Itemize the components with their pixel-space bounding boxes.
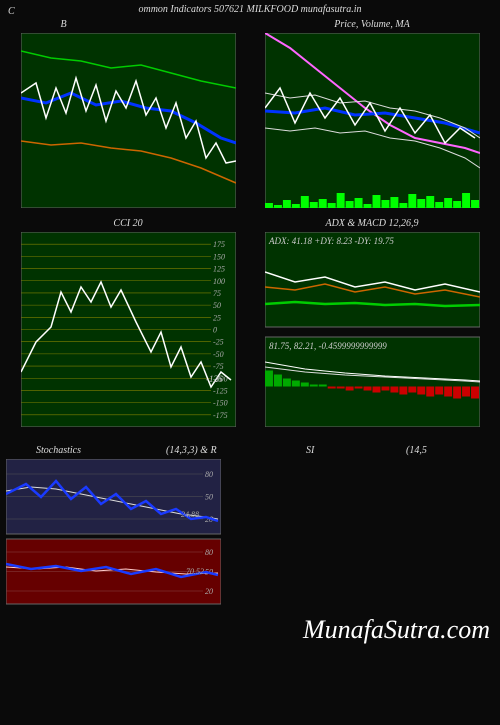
svg-text:100: 100 [213,277,225,286]
svg-text:80: 80 [205,470,213,479]
si-right: (14,5 [406,445,427,456]
stoch-title-right: (14,3,3) & R [166,445,217,456]
chart-row-3: Stochastics (14,3,3) & R SI (14,5 80 50 20… [0,445,500,609]
si-label: SI [306,445,314,456]
svg-text:-75: -75 [213,362,224,371]
svg-text:70.52: 70.52 [186,567,204,576]
stochastics-chart: 80502024.8880502070.52 [6,459,221,609]
svg-text:-126: -126 [206,374,223,384]
svg-text:80: 80 [205,548,213,557]
svg-text:-125: -125 [213,386,228,395]
svg-text:75: 75 [213,289,221,298]
chart-row-1: B Price, Volume, MA [0,19,500,208]
stoch-title-row: Stochastics (14,3,3) & R SI (14,5 [6,445,436,459]
svg-text:50: 50 [205,493,213,502]
header-title: ommon Indicators 507621 MILKFOOD munafas… [138,4,361,15]
stochastics-panel: Stochastics (14,3,3) & R SI (14,5 80 50 20… [6,445,436,609]
cci-title: CCI 20 [21,218,236,232]
stoch-title-left: Stochastics [36,445,81,456]
svg-text:-150: -150 [213,399,228,408]
svg-text:81.75, 82.21, -0.45999999999: 81.75, 82.21, -0.4599999999999 [269,341,387,351]
spacer-panel [436,445,494,609]
page-header: C ommon Indicators 507621 MILKFOOD munaf… [0,0,500,19]
svg-text:125: 125 [213,265,225,274]
svg-text:24.88: 24.88 [181,510,199,519]
svg-text:20: 20 [205,587,213,596]
svg-text:-50: -50 [213,350,224,359]
svg-text:50: 50 [213,301,221,310]
watermark-text: MunafaSutra.com [303,615,490,645]
adx-macd-title: ADX & MACD 12,26,9 [265,218,480,232]
svg-text:175: 175 [213,240,225,249]
svg-text:0: 0 [213,326,217,335]
svg-text:150: 150 [213,252,225,261]
adx-macd-panel: ADX & MACD 12,26,9 ADX: 41.18 +DY: 8.23 … [265,218,480,427]
svg-text:25: 25 [213,313,221,322]
price-ma-panel: Price, Volume, MA [265,19,480,208]
bollinger-panel: B [21,19,236,208]
svg-text:-25: -25 [213,338,224,347]
price-ma-title: Price, Volume, MA [265,19,480,33]
cci-chart: 1751501251007550250-25-50-75-100-125-150… [21,232,236,427]
header-left-char: C [8,6,15,17]
cci-panel: CCI 20 1751501251007550250-25-50-75-100-… [21,218,236,427]
bollinger-title: B [21,19,236,33]
chart-row-2: CCI 20 1751501251007550250-25-50-75-100-… [0,218,500,427]
bollinger-chart [21,33,236,208]
svg-text:ADX: 41.18 +DY: 8.23 -DY: 19: ADX: 41.18 +DY: 8.23 -DY: 19.75 [268,236,394,246]
adx-macd-chart: ADX: 41.18 +DY: 8.23 -DY: 19.75 81.75, 82… [265,232,480,427]
svg-text:-175: -175 [213,411,228,420]
price-ma-chart [265,33,480,208]
